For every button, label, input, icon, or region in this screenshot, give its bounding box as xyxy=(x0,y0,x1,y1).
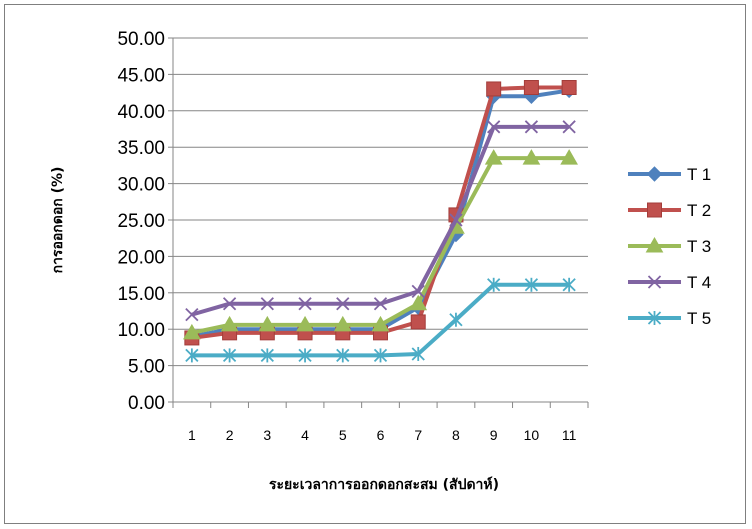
legend: T 1 T 2 T 3 T 4 T 5 xyxy=(628,165,711,328)
y-tick-label: 5.00 xyxy=(128,357,165,378)
data-point xyxy=(220,315,239,332)
data-point xyxy=(258,315,277,332)
data-point xyxy=(487,120,501,134)
series-5 xyxy=(185,277,576,363)
data-point xyxy=(561,80,577,96)
series-lines xyxy=(183,80,578,363)
data-point xyxy=(410,314,426,330)
axes: 0.00 5.00 10.00 15.00 20.00 25.00 30.00 35.00 40… xyxy=(117,29,589,443)
data-point xyxy=(524,277,539,292)
x-tick-label: 5 xyxy=(339,427,347,443)
y-tick-label: 35.00 xyxy=(117,138,165,159)
y-tick-label: 0.00 xyxy=(128,393,165,414)
legend-item-3: T 3 xyxy=(628,236,711,256)
y-tick-label: 20.00 xyxy=(117,247,165,268)
legend-item-1: T 1 xyxy=(628,165,711,184)
legend-marker xyxy=(647,202,662,218)
data-point xyxy=(185,348,199,363)
data-point xyxy=(409,294,428,311)
y-axis-title: การออกดอก (%) xyxy=(50,167,66,274)
x-tick-label: 11 xyxy=(562,427,577,443)
x-tick-label: 1 xyxy=(188,427,196,443)
legend-marker xyxy=(647,311,662,325)
x-tick-label: 8 xyxy=(452,427,460,443)
x-tick-label: 2 xyxy=(226,427,234,443)
data-point xyxy=(449,312,463,327)
data-point xyxy=(486,81,502,97)
y-tick-label: 30.00 xyxy=(117,175,165,196)
y-tick-label: 15.00 xyxy=(117,284,165,305)
legend-item-2: T 2 xyxy=(628,201,711,220)
legend-label: T 2 xyxy=(687,201,711,220)
data-point xyxy=(373,348,388,363)
data-point xyxy=(222,297,237,311)
data-point xyxy=(185,308,199,322)
data-point xyxy=(260,297,274,311)
data-point xyxy=(523,80,539,96)
data-point xyxy=(222,348,237,363)
x-tick-label: 10 xyxy=(524,427,540,443)
y-tick-label: 25.00 xyxy=(117,211,165,232)
legend-item-5: T 5 xyxy=(628,309,711,328)
legend-label: T 3 xyxy=(687,237,711,256)
data-point xyxy=(524,120,539,134)
y-tick-label: 40.00 xyxy=(117,102,165,123)
legend-item-4: T 4 xyxy=(628,273,711,292)
data-point xyxy=(373,297,388,311)
y-tick-label: 45.00 xyxy=(117,65,165,86)
data-point xyxy=(411,284,425,298)
series-line xyxy=(191,156,570,335)
data-point xyxy=(411,346,425,361)
y-tick-label: 10.00 xyxy=(117,320,165,341)
x-tick-label: 7 xyxy=(414,427,422,443)
y-tick-label: 50.00 xyxy=(117,29,165,50)
data-point xyxy=(296,315,314,332)
legend-marker xyxy=(647,275,662,289)
legend-label: T 4 xyxy=(687,273,711,292)
data-point xyxy=(336,348,350,363)
legend-marker xyxy=(646,166,663,182)
data-point xyxy=(562,120,576,134)
x-tick-label: 4 xyxy=(301,427,309,443)
series-4 xyxy=(185,120,576,322)
legend-marker xyxy=(645,236,664,253)
legend-label: T 5 xyxy=(687,309,711,328)
data-point xyxy=(260,348,274,363)
data-point xyxy=(183,323,201,340)
x-axis-title: ระยะเวลาการออกดอกสะสม (สัปดาห์) xyxy=(269,476,499,493)
data-point xyxy=(522,149,541,165)
series-3 xyxy=(183,149,578,340)
data-point xyxy=(371,315,390,332)
data-point xyxy=(449,213,463,227)
data-point xyxy=(484,149,503,165)
data-point xyxy=(562,277,576,292)
x-tick-label: 3 xyxy=(263,427,271,443)
data-point xyxy=(333,315,352,332)
data-point xyxy=(336,297,350,311)
data-point xyxy=(298,348,312,363)
data-point xyxy=(298,297,312,311)
x-tick-label: 6 xyxy=(377,427,385,443)
data-point xyxy=(487,277,501,292)
data-point xyxy=(560,149,578,165)
legend-label: T 1 xyxy=(687,165,711,184)
chart-frame xyxy=(4,4,746,524)
x-tick-label: 9 xyxy=(490,427,498,443)
